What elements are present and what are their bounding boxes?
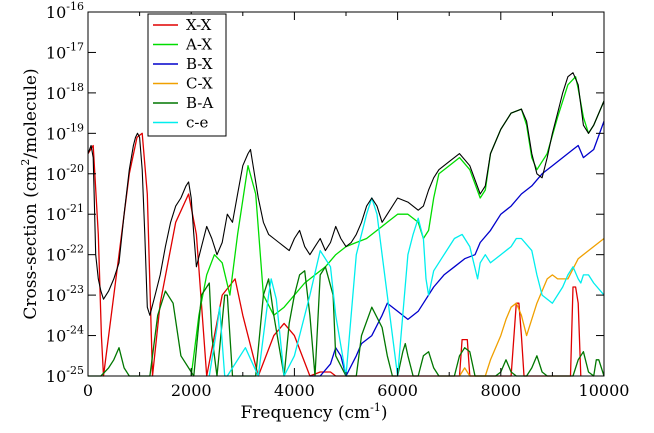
y-tick-label: 10-20 [46,162,84,184]
series-line-c-x [460,239,605,377]
tick-labels: 0 2000 4000 6000 8000 10000 10-25 10-24 10-23 10-… [46,0,630,400]
x-tick-label: 0 [83,381,93,400]
legend: X-X A-XB-X C-XB-A c-e [148,14,226,136]
legend-label: A-X [185,36,212,54]
y-tick-label: 10-18 [46,81,84,103]
y-tick-label: 10-16 [46,0,84,22]
y-axis-label: Cross-section (cm2/molecule) [19,68,41,319]
y-tick-label: 10-19 [46,121,84,143]
legend-label: B-X [186,55,213,73]
x-tick-label: 10000 [579,381,630,400]
legend-label: B-A [186,94,213,112]
series-line-a-x [191,77,604,376]
y-tick-label: 10-24 [46,324,84,346]
y-tick-label: 10-21 [46,202,84,224]
y-tick-label: 10-22 [46,243,84,265]
x-tick-label: 2000 [171,381,212,400]
x-axis-label: Frequency (cm-1) [241,401,388,423]
y-tick-label: 10-23 [46,283,84,305]
y-tick-label: 10-25 [46,364,84,386]
legend-label: C-X [186,75,213,93]
y-tick-label: 10-17 [46,40,84,62]
series-line-b-a [88,267,604,376]
legend-label: c-e [186,114,208,132]
legend-label: X-X [186,16,212,34]
x-tick-label: 8000 [480,381,521,400]
x-tick-label: 4000 [274,381,315,400]
x-tick-label: 6000 [377,381,418,400]
